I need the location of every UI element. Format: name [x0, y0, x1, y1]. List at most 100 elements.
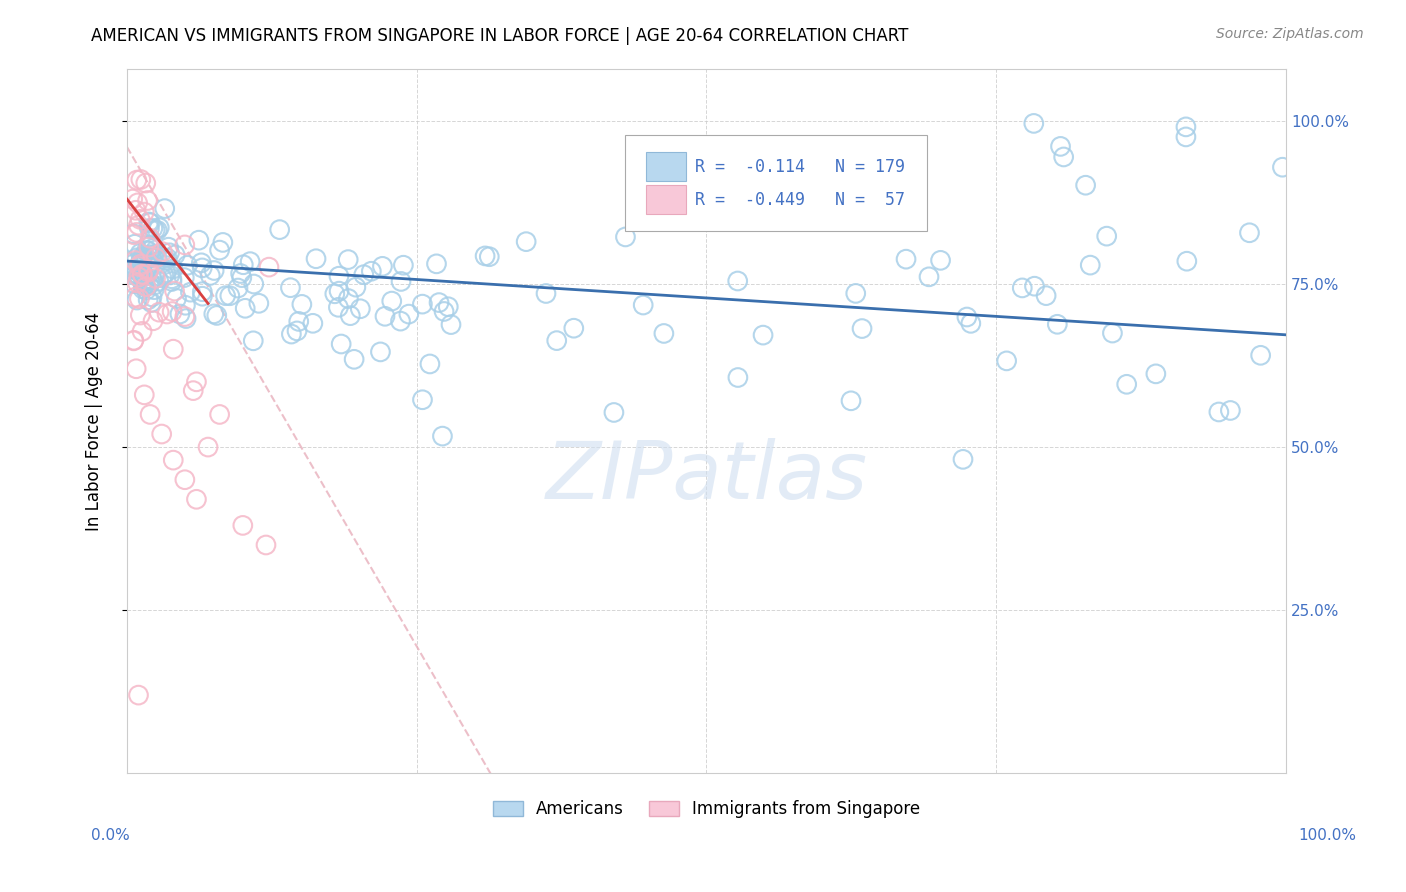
- Point: [1095, 229, 1118, 244]
- Point: [257, 260, 280, 274]
- Point: [124, 277, 146, 291]
- Point: [952, 452, 974, 467]
- Point: [440, 318, 463, 332]
- Point: [141, 273, 163, 287]
- Point: [173, 270, 195, 285]
- Point: [371, 260, 394, 274]
- Point: [344, 280, 367, 294]
- Point: [135, 244, 157, 258]
- Point: [162, 453, 184, 467]
- Point: [122, 227, 145, 242]
- Point: [959, 316, 981, 330]
- Point: [839, 393, 862, 408]
- Point: [132, 270, 155, 285]
- Point: [139, 238, 162, 252]
- Point: [214, 288, 236, 302]
- Point: [176, 258, 198, 272]
- Point: [128, 266, 150, 280]
- Point: [131, 268, 153, 282]
- Point: [122, 227, 145, 241]
- Point: [121, 192, 143, 206]
- Point: [157, 240, 180, 254]
- Point: [174, 311, 197, 326]
- Point: [179, 285, 201, 300]
- Point: [135, 251, 157, 265]
- FancyBboxPatch shape: [626, 136, 927, 231]
- Point: [323, 286, 346, 301]
- Point: [285, 324, 308, 338]
- Point: [129, 255, 152, 269]
- Point: [134, 205, 156, 219]
- Point: [918, 269, 941, 284]
- Point: [389, 275, 412, 289]
- Point: [129, 172, 152, 186]
- Point: [229, 267, 252, 281]
- Point: [150, 427, 173, 442]
- Point: [1074, 178, 1097, 193]
- Point: [125, 293, 148, 307]
- Point: [125, 226, 148, 240]
- Point: [1022, 116, 1045, 130]
- Point: [305, 252, 328, 266]
- Point: [125, 173, 148, 187]
- Point: [205, 309, 228, 323]
- Point: [197, 440, 219, 454]
- Point: [129, 246, 152, 260]
- Point: [162, 342, 184, 356]
- Point: [124, 266, 146, 280]
- Point: [287, 314, 309, 328]
- Point: [142, 221, 165, 235]
- Point: [129, 308, 152, 322]
- Point: [122, 333, 145, 347]
- Point: [138, 265, 160, 279]
- Point: [652, 326, 675, 341]
- Text: AMERICAN VS IMMIGRANTS FROM SINGAPORE IN LABOR FORCE | AGE 20-64 CORRELATION CHA: AMERICAN VS IMMIGRANTS FROM SINGAPORE IN…: [91, 27, 908, 45]
- Point: [131, 325, 153, 339]
- Point: [437, 300, 460, 314]
- Point: [727, 370, 749, 384]
- Point: [392, 258, 415, 272]
- FancyBboxPatch shape: [647, 152, 686, 181]
- Point: [1049, 139, 1071, 153]
- Point: [432, 429, 454, 443]
- Point: [191, 289, 214, 303]
- Point: [614, 230, 637, 244]
- Point: [162, 262, 184, 277]
- Point: [1011, 281, 1033, 295]
- Point: [603, 405, 626, 419]
- Point: [328, 269, 350, 284]
- Point: [163, 284, 186, 298]
- Point: [135, 176, 157, 190]
- Text: 100.0%: 100.0%: [1299, 828, 1357, 843]
- Point: [132, 279, 155, 293]
- Point: [143, 223, 166, 237]
- Point: [152, 268, 174, 282]
- Point: [132, 276, 155, 290]
- Point: [1035, 288, 1057, 302]
- Point: [145, 251, 167, 265]
- Point: [1046, 318, 1069, 332]
- Point: [121, 257, 143, 271]
- Point: [218, 289, 240, 303]
- Point: [143, 278, 166, 293]
- Text: Source: ZipAtlas.com: Source: ZipAtlas.com: [1216, 27, 1364, 41]
- Point: [360, 264, 382, 278]
- FancyBboxPatch shape: [647, 185, 686, 214]
- Point: [156, 307, 179, 321]
- Point: [1250, 348, 1272, 362]
- Point: [132, 268, 155, 282]
- Point: [135, 283, 157, 297]
- Point: [129, 212, 152, 227]
- Point: [242, 277, 264, 291]
- Point: [202, 263, 225, 277]
- Point: [349, 301, 371, 316]
- Point: [134, 274, 156, 288]
- Point: [478, 250, 501, 264]
- Point: [631, 298, 654, 312]
- Point: [141, 290, 163, 304]
- Point: [138, 277, 160, 292]
- Point: [186, 492, 208, 507]
- Point: [159, 268, 181, 282]
- Point: [202, 307, 225, 321]
- Point: [740, 204, 762, 219]
